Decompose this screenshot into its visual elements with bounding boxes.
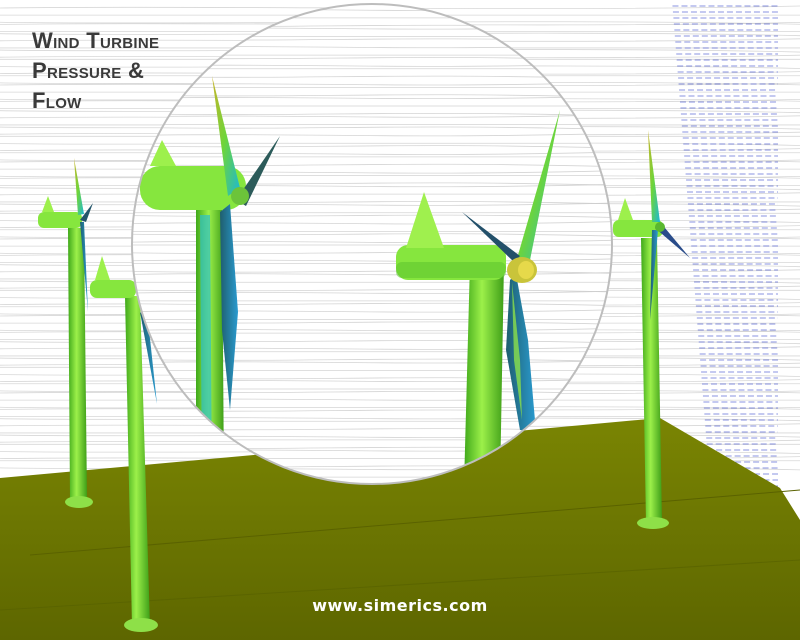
streamline bbox=[132, 114, 612, 118]
image-title: Wind Turbine Pressure & Flow bbox=[32, 26, 159, 116]
streamline bbox=[132, 112, 612, 117]
turbine-left-back bbox=[38, 158, 93, 508]
inlet-velocity-vectors bbox=[672, 5, 778, 511]
streamline bbox=[132, 126, 612, 130]
streamline bbox=[132, 82, 612, 86]
streamline bbox=[132, 151, 612, 155]
title-line-1: Wind Turbine bbox=[32, 28, 160, 53]
streamline bbox=[132, 163, 612, 168]
turbine-right bbox=[613, 130, 690, 529]
lens-turbine-main bbox=[396, 110, 560, 484]
ground-plane bbox=[0, 418, 800, 640]
streamline bbox=[132, 95, 612, 100]
streamline bbox=[132, 145, 612, 149]
title-line-3: Flow bbox=[32, 88, 82, 113]
streamline bbox=[132, 132, 612, 137]
watermark-url: www.simerics.com bbox=[312, 596, 488, 615]
turbine-left-front bbox=[90, 256, 158, 632]
streamline bbox=[132, 75, 612, 80]
streamline bbox=[132, 94, 612, 98]
title-line-2: Pressure & bbox=[32, 58, 145, 83]
